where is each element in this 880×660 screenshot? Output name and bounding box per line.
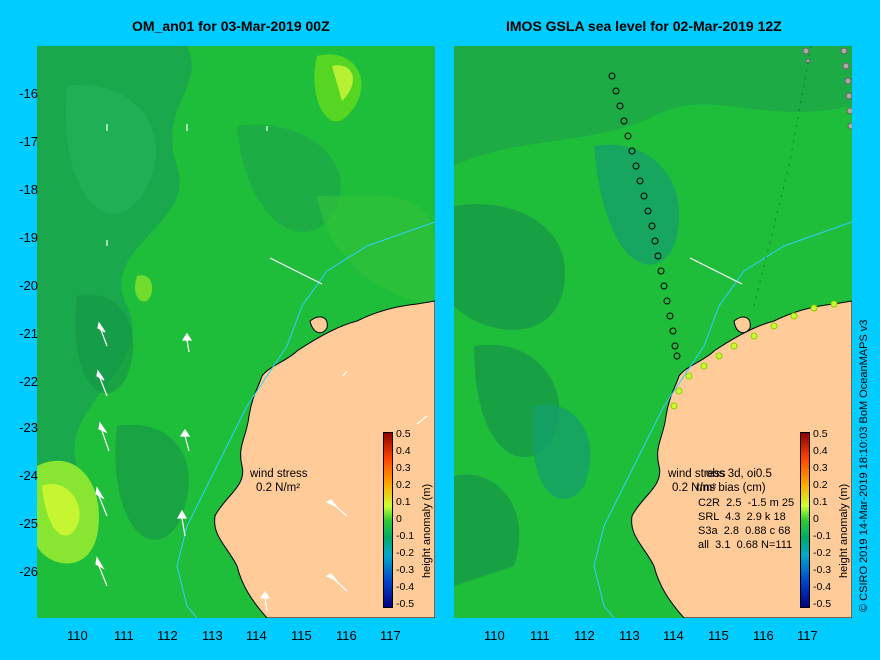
cb-tick: 0: [396, 513, 402, 525]
cb-tick: 0.4: [813, 445, 828, 457]
right-map: [454, 46, 852, 618]
left-colorbar-title: height anomaly (m): [421, 483, 433, 578]
x-tick: 115: [291, 628, 312, 643]
x-tick: 111: [114, 628, 134, 643]
y-tick: -25: [19, 516, 38, 531]
y-tick: -26: [19, 564, 38, 579]
cb-tick: 0.3: [813, 462, 828, 474]
cb-tick: -0.5: [396, 598, 415, 610]
right-panel-title: IMOS GSLA sea level for 02-Mar-2019 12Z: [506, 18, 782, 34]
altimeter-track-c2r: [608, 72, 681, 360]
y-tick: -19: [19, 230, 38, 245]
cb-tick: -0.2: [396, 547, 415, 559]
cb-tick: 0.2: [813, 479, 828, 491]
left-map: [37, 46, 435, 618]
x-tick: 117: [797, 628, 818, 643]
right-colorbar: [800, 432, 810, 608]
wind-stress-arrows: [95, 124, 428, 612]
y-tick: -22: [19, 374, 38, 389]
left-panel-title: OM_an01 for 03-Mar-2019 00Z: [132, 18, 330, 34]
x-tick: 113: [619, 628, 640, 643]
y-tick: -23: [19, 420, 38, 435]
x-tick: 114: [663, 628, 684, 643]
left-colorbar: [383, 432, 393, 608]
cb-tick: 0.3: [396, 462, 411, 474]
cb-tick: -0.3: [396, 564, 415, 576]
cb-tick: -0.4: [396, 581, 415, 593]
anomaly-contour-mid: [65, 84, 156, 214]
cb-tick: 0.2: [396, 479, 411, 491]
cb-tick: -0.1: [396, 530, 415, 542]
shelf-isobath: [176, 221, 435, 618]
cb-tick: 0: [813, 513, 819, 525]
cb-tick: -0.1: [813, 530, 832, 542]
x-tick: 113: [202, 628, 223, 643]
cb-tick: -0.5: [813, 598, 832, 610]
y-tick: -24: [19, 468, 38, 483]
wind-stress-value-right: 0.2 N/m²: [672, 482, 717, 494]
x-tick: 116: [336, 628, 357, 643]
x-tick: 112: [574, 628, 595, 643]
wind-stress-value: 0.2 N/m²: [256, 482, 301, 494]
cb-tick: 0.5: [396, 428, 411, 440]
obs-window-label: obs 3d, oi0.5: [706, 468, 772, 480]
cb-tick: 0.1: [813, 496, 828, 508]
x-tick: 115: [708, 628, 729, 643]
y-tick: -16: [19, 86, 38, 101]
wind-stress-label: wind stress: [250, 468, 308, 480]
cb-tick: -0.4: [813, 581, 832, 593]
x-tick: 116: [753, 628, 774, 643]
x-tick: 117: [380, 628, 401, 643]
rms-bias-header: rms bias (cm): [696, 482, 766, 494]
australia-landmass: [631, 300, 852, 618]
x-tick: 114: [246, 628, 267, 643]
y-tick: -18: [19, 182, 38, 197]
cb-tick: -0.2: [813, 547, 832, 559]
shelf-isobath: [593, 221, 852, 618]
x-tick: 111: [530, 628, 550, 643]
cb-tick: -0.3: [813, 564, 832, 576]
y-tick: -21: [19, 326, 38, 341]
cb-tick: 0.4: [396, 445, 411, 457]
x-tick: 110: [484, 628, 505, 643]
credit-text: © CSIRO 2019 14-Mar-2019 18:10:03 BoM Oc…: [858, 319, 870, 612]
x-tick: 110: [67, 628, 88, 643]
x-tick: 112: [157, 628, 178, 643]
cb-tick: 0.5: [813, 428, 828, 440]
right-colorbar-title: height anomaly (m): [838, 483, 850, 578]
australia-landmass: [214, 300, 435, 618]
cb-tick: 0.1: [396, 496, 411, 508]
wind-stress-label-right: wind stress: [668, 468, 726, 480]
y-tick: -17: [19, 134, 38, 149]
y-tick: -20: [19, 278, 38, 293]
altimeter-track-s3a: [670, 300, 838, 410]
